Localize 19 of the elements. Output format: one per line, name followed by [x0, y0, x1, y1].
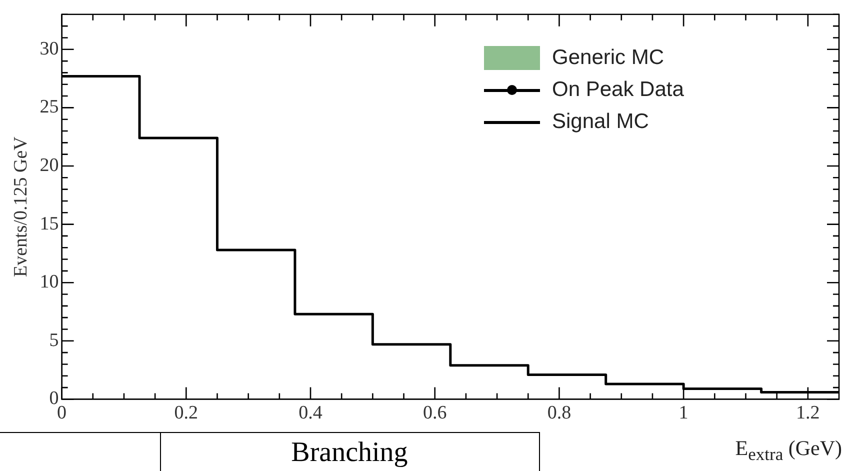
y-tick-label: 20 [40, 154, 59, 176]
x-tick-label: 0.4 [298, 402, 323, 424]
x-axis-title: E$_{extra}$ (GeV) [735, 436, 842, 466]
x-tick-label: 0.2 [174, 402, 198, 424]
y-tick-label: 10 [40, 272, 59, 293]
y-tick-label: 30 [40, 38, 59, 60]
text: Branching [290, 437, 409, 469]
x-tick-label: 0.8 [547, 402, 572, 424]
legend-label: Generic MC [552, 46, 664, 70]
y-tick-label: 5 [49, 330, 59, 351]
y-tick-label: 25 [40, 96, 59, 118]
legend-label: On Peak Data [552, 78, 684, 102]
x-tick-label: 0.6 [422, 402, 447, 424]
x-tick-label: 1.2 [796, 402, 820, 424]
y-tick-label: 15 [40, 213, 59, 234]
y-axis-title: Events/0.125 GeV [10, 136, 32, 277]
legend-label: Signal MC [552, 110, 649, 134]
x-tick-label: 1 [678, 402, 688, 424]
y-tick-label: 0 [49, 388, 59, 410]
